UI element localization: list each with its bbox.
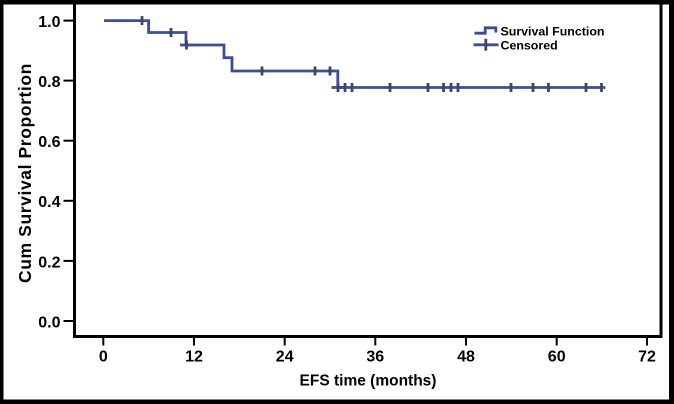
- svg-text:0.2: 0.2: [38, 254, 60, 271]
- svg-text:0: 0: [99, 349, 108, 366]
- svg-text:Survival Function: Survival Function: [501, 24, 605, 38]
- svg-text:EFS time (months): EFS time (months): [300, 373, 437, 390]
- svg-text:Cum Survival Proportion: Cum Survival Proportion: [15, 63, 35, 283]
- svg-text:0.8: 0.8: [38, 74, 60, 91]
- svg-text:0.4: 0.4: [38, 194, 60, 211]
- svg-text:36: 36: [366, 349, 384, 366]
- svg-text:0.0: 0.0: [38, 314, 60, 331]
- svg-text:0.6: 0.6: [38, 134, 60, 151]
- svg-text:1.0: 1.0: [38, 14, 60, 31]
- svg-text:12: 12: [185, 349, 203, 366]
- svg-text:Censored: Censored: [501, 39, 558, 53]
- svg-text:48: 48: [457, 349, 475, 366]
- svg-text:60: 60: [548, 349, 566, 366]
- svg-text:24: 24: [276, 349, 294, 366]
- svg-text:72: 72: [638, 349, 656, 366]
